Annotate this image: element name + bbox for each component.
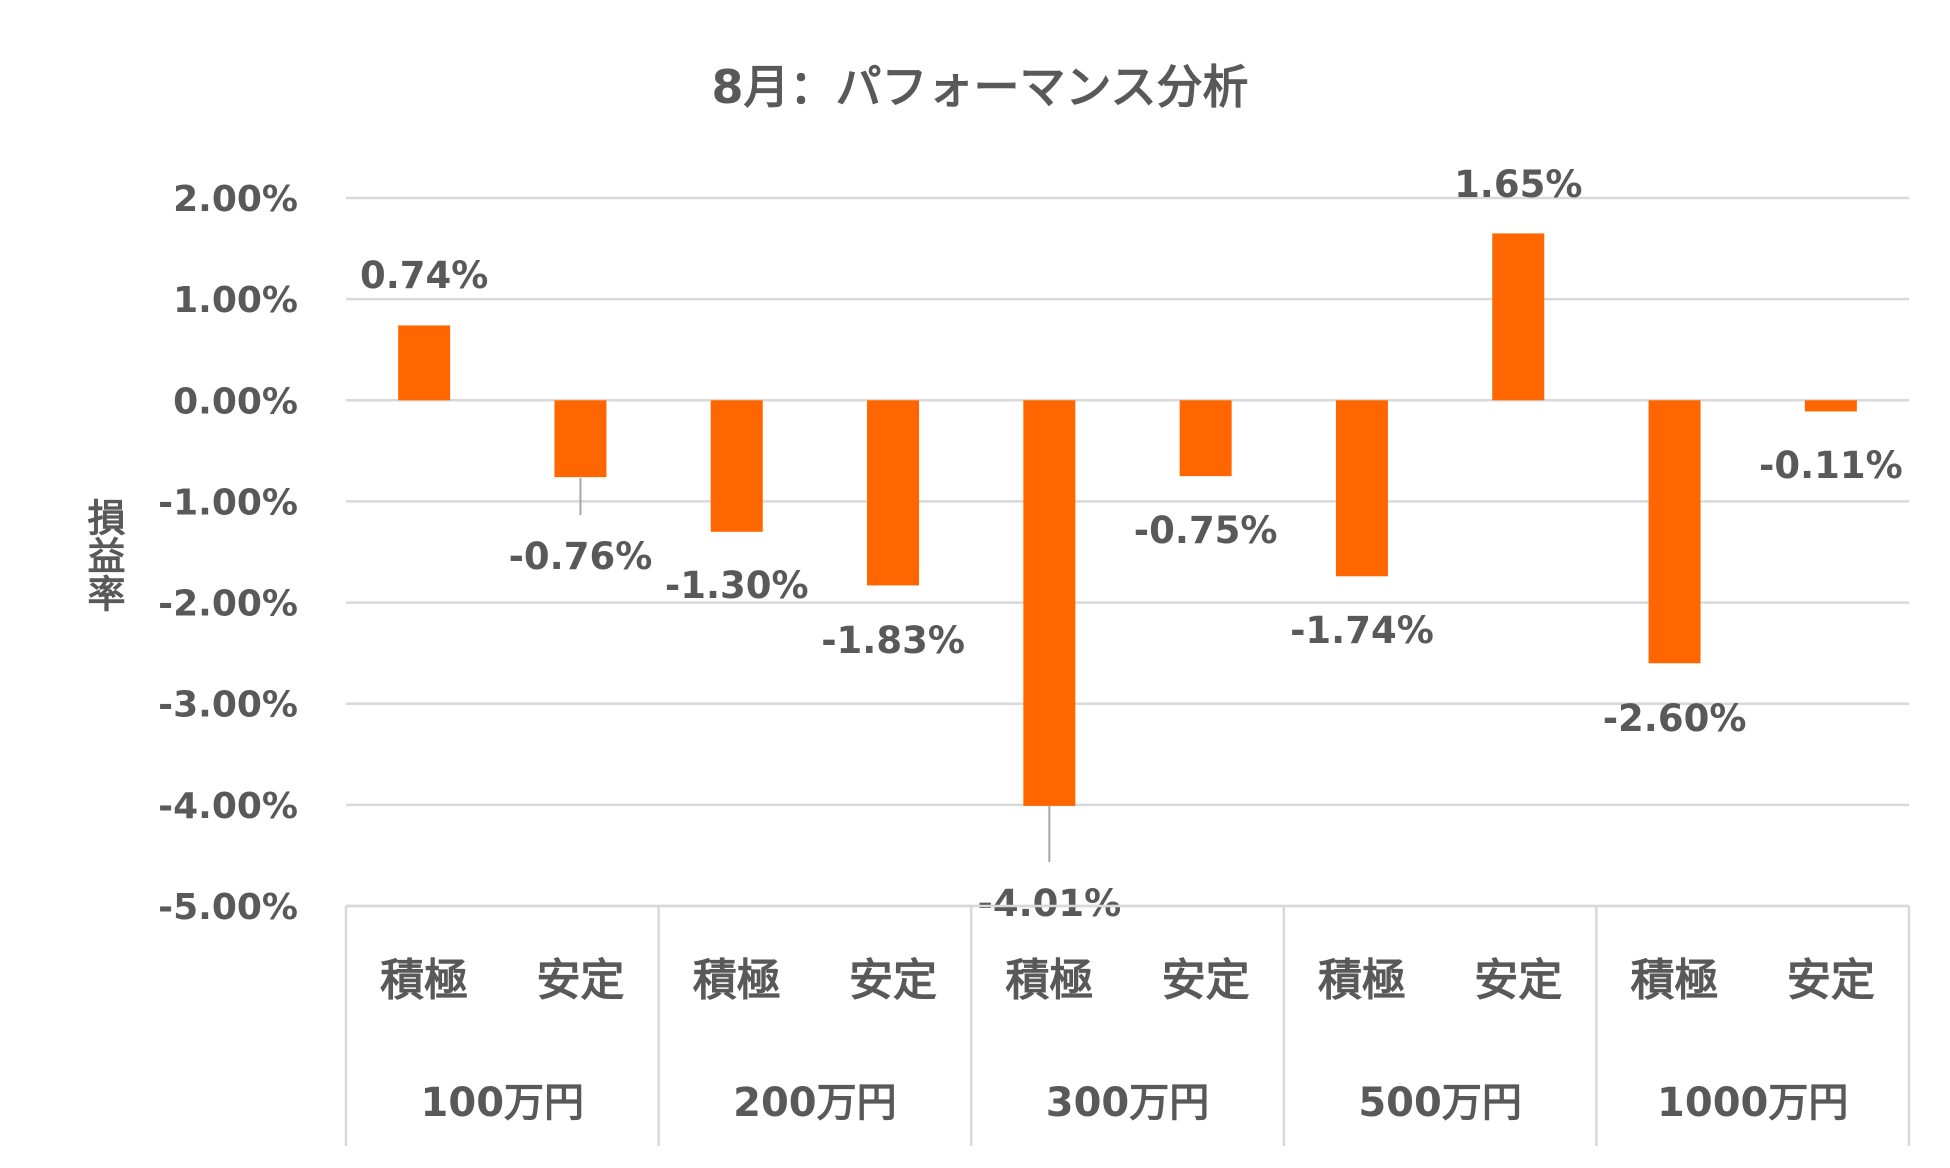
data-label: 0.74% [360, 254, 488, 297]
y-axis-ticks: 2.00% 1.00% 0.00% -1.00% -2.00% -3.00% -4.00% -… [158, 179, 298, 928]
bar [1023, 400, 1076, 806]
y-tick-label: 1.00% [173, 280, 298, 321]
bars [398, 233, 1857, 806]
data-labels: 0.74% -0.76% -1.30% -1.83% -4.01% -0.75% -1.74… [360, 163, 1903, 925]
bar [710, 400, 763, 532]
y-tick-label: -2.00% [158, 584, 298, 625]
data-label: -4.01% [977, 882, 1121, 925]
bar [867, 400, 920, 586]
x-subcategory-label: 積極 [1631, 955, 1719, 1006]
x-subcategory-label: 積極 [1318, 955, 1406, 1006]
bar [1335, 400, 1388, 577]
x-subcategory-label: 安定 [1162, 955, 1250, 1006]
x-group-label: 200万円 [733, 1080, 897, 1126]
y-tick-label: -1.00% [158, 482, 298, 523]
x-group-label: 100万円 [421, 1080, 585, 1126]
y-tick-label: 2.00% [173, 179, 298, 220]
data-label: -1.30% [665, 564, 809, 607]
x-subcategory-label: 積極 [380, 955, 468, 1006]
x-group-label: 500万円 [1358, 1080, 1522, 1126]
y-axis-label: 損益率 [81, 498, 125, 612]
bar [1648, 400, 1701, 664]
x-subcategory-label: 安定 [1787, 955, 1875, 1006]
x-group-label: 1000万円 [1657, 1080, 1848, 1126]
bar [1179, 400, 1232, 477]
x-subcategory-label: 安定 [849, 955, 937, 1006]
bar [554, 400, 607, 478]
bar [1804, 400, 1857, 412]
x-subcategory-label: 安定 [536, 955, 624, 1006]
data-label: -0.75% [1134, 509, 1278, 552]
y-tick-label: -5.00% [158, 887, 298, 928]
chart-title: 8月：パフォーマンス分析 [711, 60, 1248, 114]
data-label: -0.11% [1759, 444, 1903, 487]
x-group-label: 300万円 [1046, 1080, 1210, 1126]
data-label: -1.83% [821, 619, 965, 662]
y-tick-label: -3.00% [158, 685, 298, 726]
data-label: 1.65% [1454, 163, 1582, 206]
bar [1492, 233, 1545, 401]
gridlines [346, 196, 1909, 908]
y-tick-label: 0.00% [173, 381, 298, 422]
x-subcategory-label: 積極 [1005, 955, 1093, 1006]
data-label: -2.60% [1603, 697, 1747, 740]
x-axis: 100万円 積極 安定 200万円 積極 安定 300万円 積極 安定 500万円 積極 安定 1000… [344, 904, 1911, 1146]
x-subcategory-label: 安定 [1474, 955, 1562, 1006]
x-subcategory-label: 積極 [693, 955, 781, 1006]
bar [398, 325, 451, 401]
data-label: -0.76% [509, 535, 653, 578]
y-tick-label: -4.00% [158, 786, 298, 827]
data-label: -1.74% [1290, 609, 1434, 652]
